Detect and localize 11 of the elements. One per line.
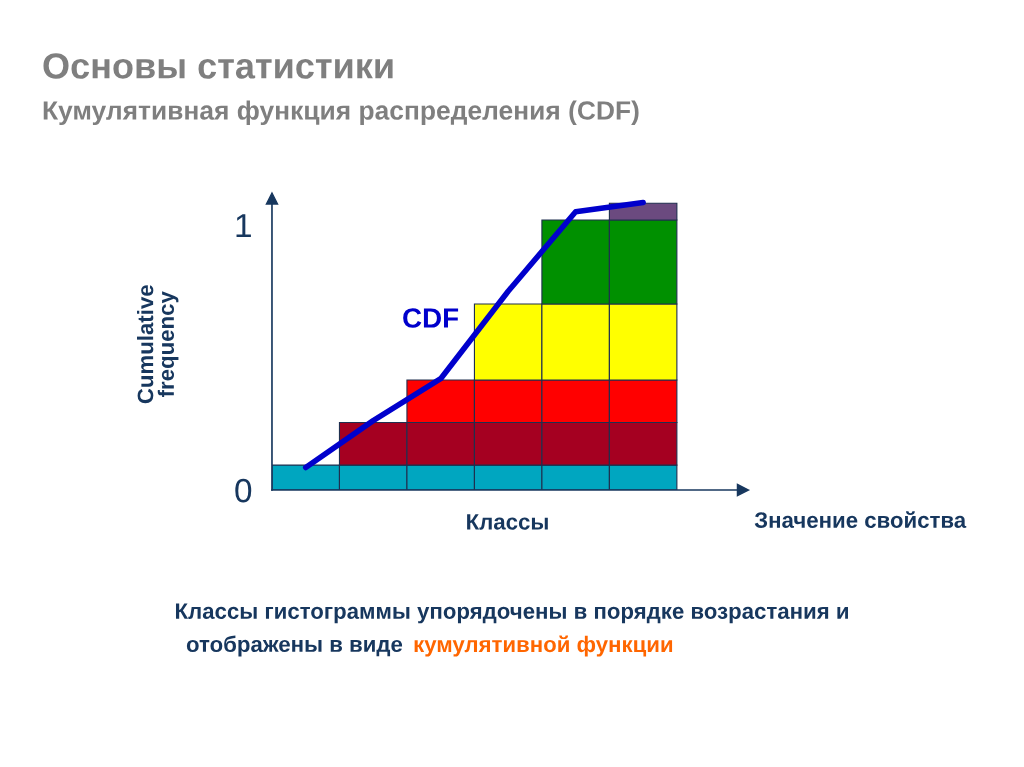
series-label: CDF xyxy=(403,308,459,328)
y-tick-label: 0 xyxy=(235,478,252,503)
text: Значение свойства xyxy=(754,511,967,528)
chart-subtitle: Кумулятивная функция распределения (CDF) xyxy=(43,100,639,126)
chart-title: Основы статистики xyxy=(43,53,393,79)
y-tick-label: 1 xyxy=(236,214,251,238)
y-axis-title: Cumulative frequency xyxy=(137,285,179,404)
text: кумулятивной функции xyxy=(414,635,673,657)
x-axis-title: Классы xyxy=(467,514,548,530)
text: отображены в виде xyxy=(186,635,403,657)
text: Классы гистограммы упорядочены в порядке возрастания и xyxy=(175,603,848,624)
